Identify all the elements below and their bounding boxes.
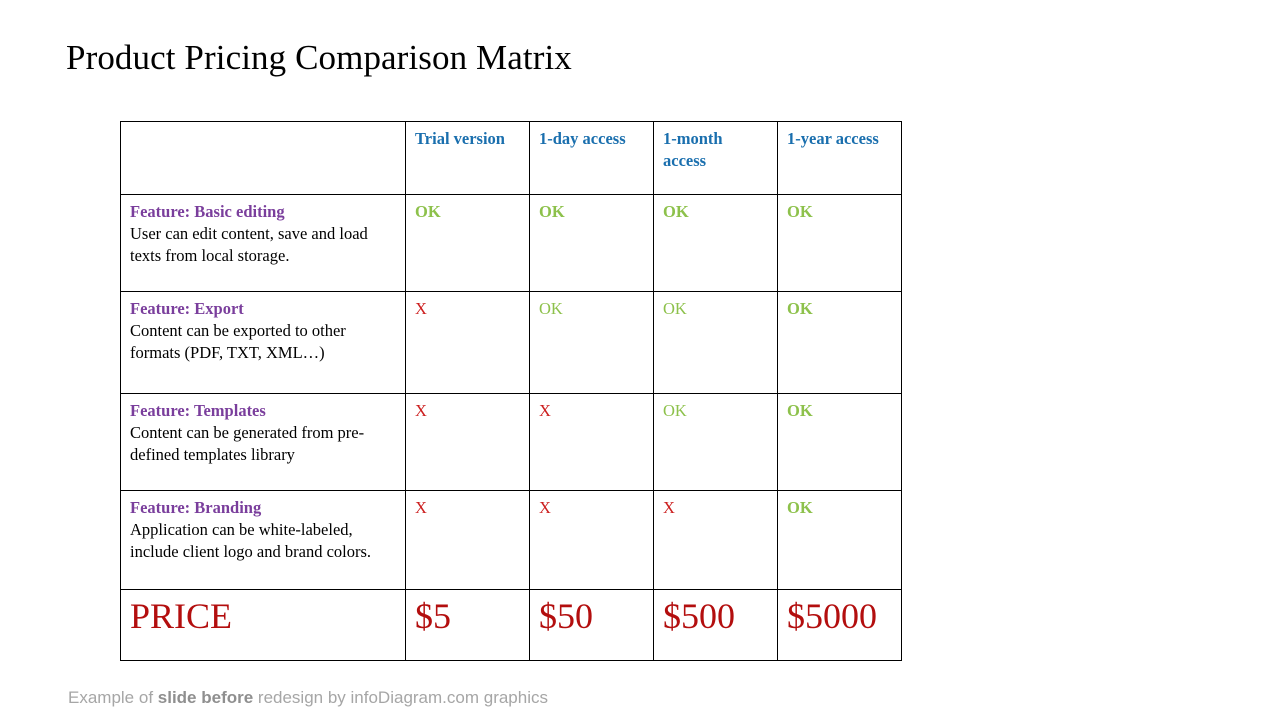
value-ok: OK bbox=[415, 202, 441, 221]
price-label: PRICE bbox=[130, 596, 233, 636]
column-header: 1-year access bbox=[787, 129, 879, 148]
value-cell: X bbox=[405, 490, 530, 590]
footer-bold: slide before bbox=[157, 688, 254, 707]
value-x: X bbox=[415, 299, 427, 318]
value-cell: X bbox=[405, 393, 530, 491]
price-cell: $500 bbox=[653, 589, 778, 661]
value-cell: OK bbox=[653, 393, 778, 491]
value-cell: OK bbox=[529, 194, 654, 292]
pricing-matrix: Trial version 1-day access 1-month acces… bbox=[120, 121, 902, 661]
value-cell: OK bbox=[405, 194, 530, 292]
footer-prefix: Example of bbox=[68, 688, 158, 707]
value-ok: OK bbox=[663, 202, 689, 221]
price-cell: $5000 bbox=[777, 589, 902, 661]
value-ok: OK bbox=[787, 299, 813, 318]
value-ok: OK bbox=[787, 401, 813, 420]
value-ok: OK bbox=[787, 202, 813, 221]
feature-description: Content can be generated from pre-define… bbox=[130, 423, 365, 464]
value-x: X bbox=[663, 498, 675, 517]
value-cell: X bbox=[653, 490, 778, 590]
price-value: $50 bbox=[539, 596, 593, 636]
column-header-cell: Trial version bbox=[405, 121, 530, 195]
footer-suffix: redesign by infoDiagram.com graphics bbox=[253, 688, 548, 707]
feature-title: Feature: Branding bbox=[130, 498, 262, 517]
value-ok: OK bbox=[663, 401, 687, 420]
value-cell: OK bbox=[653, 291, 778, 394]
feature-title: Feature: Export bbox=[130, 299, 244, 318]
price-label-cell: PRICE bbox=[120, 589, 406, 661]
price-value: $5000 bbox=[787, 596, 877, 636]
value-cell: OK bbox=[777, 490, 902, 590]
column-header: 1-day access bbox=[539, 129, 626, 148]
feature-row: Feature: Export Content can be exported … bbox=[120, 291, 902, 394]
value-ok: OK bbox=[787, 498, 813, 517]
value-ok: OK bbox=[539, 299, 563, 318]
value-x: X bbox=[415, 401, 427, 420]
value-cell: OK bbox=[529, 291, 654, 394]
feature-cell: Feature: Basic editing User can edit con… bbox=[120, 194, 406, 292]
value-x: X bbox=[539, 498, 551, 517]
value-ok: OK bbox=[663, 299, 687, 318]
column-header: Trial version bbox=[415, 129, 505, 148]
value-cell: OK bbox=[777, 291, 902, 394]
price-cell: $50 bbox=[529, 589, 654, 661]
price-cell: $5 bbox=[405, 589, 530, 661]
value-cell: OK bbox=[777, 194, 902, 292]
feature-description: User can edit content, save and load tex… bbox=[130, 224, 368, 265]
feature-cell: Feature: Export Content can be exported … bbox=[120, 291, 406, 394]
feature-title: Feature: Basic editing bbox=[130, 202, 285, 221]
slide-title: Product Pricing Comparison Matrix bbox=[66, 38, 572, 77]
corner-cell bbox=[120, 121, 406, 195]
feature-row: Feature: Templates Content can be genera… bbox=[120, 393, 902, 491]
feature-title: Feature: Templates bbox=[130, 401, 266, 420]
value-x: X bbox=[415, 498, 427, 517]
value-ok: OK bbox=[539, 202, 565, 221]
value-cell: X bbox=[405, 291, 530, 394]
feature-cell: Feature: Templates Content can be genera… bbox=[120, 393, 406, 491]
value-x: X bbox=[539, 401, 551, 420]
footer-caption: Example of slide before redesign by info… bbox=[68, 688, 548, 708]
value-cell: X bbox=[529, 490, 654, 590]
price-row: PRICE $5 $50 $500 $5000 bbox=[120, 589, 902, 661]
header-row: Trial version 1-day access 1-month acces… bbox=[120, 121, 902, 195]
column-header-cell: 1-day access bbox=[529, 121, 654, 195]
feature-description: Content can be exported to other formats… bbox=[130, 321, 346, 362]
column-header: 1-month access bbox=[663, 129, 723, 170]
feature-row: Feature: Branding Application can be whi… bbox=[120, 490, 902, 590]
feature-row: Feature: Basic editing User can edit con… bbox=[120, 194, 902, 292]
value-cell: OK bbox=[653, 194, 778, 292]
price-value: $500 bbox=[663, 596, 735, 636]
feature-description: Application can be white-labeled, includ… bbox=[130, 520, 372, 561]
price-value: $5 bbox=[415, 596, 451, 636]
value-cell: X bbox=[529, 393, 654, 491]
column-header-cell: 1-year access bbox=[777, 121, 902, 195]
feature-cell: Feature: Branding Application can be whi… bbox=[120, 490, 406, 590]
column-header-cell: 1-month access bbox=[653, 121, 778, 195]
value-cell: OK bbox=[777, 393, 902, 491]
